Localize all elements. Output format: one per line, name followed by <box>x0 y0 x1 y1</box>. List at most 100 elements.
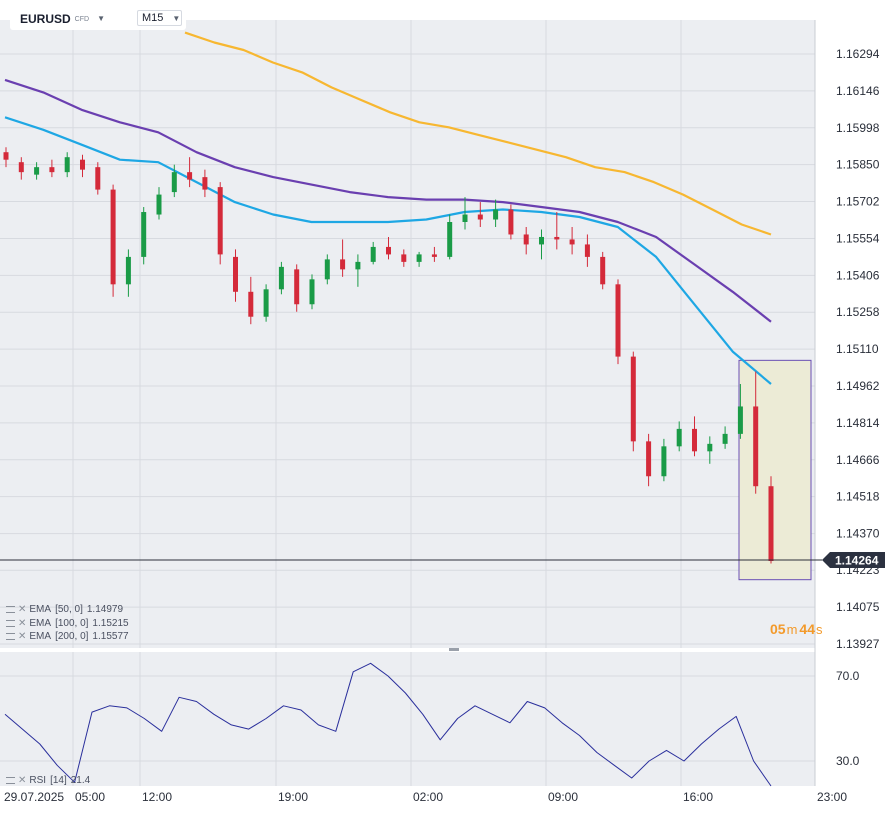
candle-body <box>278 266 284 290</box>
highlight-box[interactable] <box>738 359 812 581</box>
price-axis-label: 1.14075 <box>836 600 880 614</box>
candle-body <box>630 356 636 442</box>
candle-body <box>156 194 162 215</box>
candle-body <box>707 443 713 452</box>
rsi-plot-area[interactable] <box>0 652 815 786</box>
ema-50-legend: ✕ EMA [50, 0] 1.14979 <box>6 604 123 615</box>
candle-body <box>233 256 238 292</box>
candle-body <box>355 261 361 270</box>
price-axis-label: 1.14962 <box>836 379 880 393</box>
timeframe-select[interactable]: M15 ▼ <box>137 10 182 26</box>
timeframe-label: M15 <box>142 12 164 24</box>
candle-body <box>141 212 147 257</box>
time-axis-label: 23:00 <box>817 790 847 804</box>
time-axis-label: 05:00 <box>75 790 105 804</box>
candle-body <box>737 406 743 434</box>
price-axis-label: 1.16294 <box>836 47 880 61</box>
time-axis-label: 16:00 <box>683 790 713 804</box>
symbol-dropdown-icon[interactable]: ▼ <box>97 14 105 23</box>
axis-labels: 1.16294 1.16146 1.15998 1.15850 1.15702 1.155… <box>4 47 880 804</box>
timeframe-dropdown-icon[interactable]: ▼ <box>172 13 181 23</box>
close-icon[interactable]: ✕ <box>18 775 27 786</box>
symbol-toolbar: EURUSD CFD ▼ M15 ▼ <box>10 7 186 30</box>
settings-icon[interactable] <box>6 620 15 627</box>
time-axis-label: 02:00 <box>413 790 443 804</box>
candle-body <box>447 222 453 257</box>
ema-100-line <box>4 78 772 323</box>
close-icon[interactable]: ✕ <box>18 604 27 615</box>
settings-icon[interactable] <box>6 633 15 640</box>
candle-body <box>248 291 254 317</box>
ema-200-line <box>184 31 772 236</box>
candle-body <box>477 214 483 220</box>
candle-body <box>386 246 391 255</box>
price-axis-label: 1.14666 <box>836 453 880 467</box>
rsi-series-line <box>4 662 772 787</box>
candle-body <box>508 209 514 235</box>
price-axis-label: 1.15702 <box>836 195 880 209</box>
symbol-name[interactable]: EURUSD <box>20 11 71 26</box>
candle-body <box>370 246 376 262</box>
main-plot-area[interactable] <box>0 20 815 648</box>
ema-lines <box>4 31 772 385</box>
candle-body <box>324 259 330 280</box>
rsi-axis-label: 30.0 <box>836 754 860 768</box>
candle-body <box>64 157 70 173</box>
candle-body <box>462 214 468 223</box>
ema-50-line <box>4 116 772 385</box>
candle-body <box>49 167 55 173</box>
candle-body <box>18 162 24 173</box>
candle-body <box>187 172 193 180</box>
candle-body <box>692 428 697 452</box>
candle-body <box>523 234 529 245</box>
candle-body <box>217 187 223 255</box>
time-axis-label: 12:00 <box>142 790 172 804</box>
candles <box>3 147 774 564</box>
candle-body <box>768 486 774 561</box>
ema-200-legend: ✕ EMA [200, 0] 1.15577 <box>6 631 129 642</box>
price-tag-label: 1.14264 <box>835 553 879 567</box>
candle-body <box>3 152 9 160</box>
candle-body <box>416 254 422 262</box>
price-axis-label: 1.16146 <box>836 84 880 98</box>
rsi-axis-label: 70.0 <box>836 669 860 683</box>
price-axis-label: 1.13927 <box>836 637 880 651</box>
candle-body <box>110 189 116 285</box>
candle-body <box>263 289 269 317</box>
settings-icon[interactable] <box>6 777 15 784</box>
candle-body <box>615 284 621 357</box>
candle-body <box>294 269 300 305</box>
candle-body <box>569 239 575 245</box>
candle-body <box>539 236 544 245</box>
pane-resize-handle[interactable] <box>449 648 459 651</box>
candle-body <box>431 254 437 257</box>
candle-body <box>80 159 85 170</box>
price-axis-label: 1.15554 <box>836 231 880 245</box>
price-axis-label: 1.14518 <box>836 490 880 504</box>
candle-body <box>125 256 131 285</box>
symbol-tag: CFD <box>74 16 90 23</box>
current-price-tag: 1.14264 <box>822 551 885 568</box>
candle-countdown: 05m 44s <box>770 621 823 637</box>
close-icon[interactable]: ✕ <box>18 631 27 642</box>
candle-body <box>171 172 177 193</box>
time-axis-label: 29.07.2025 <box>4 790 64 804</box>
time-axis-label: 09:00 <box>548 790 578 804</box>
candle-body <box>600 256 606 285</box>
time-axis-label: 19:00 <box>278 790 308 804</box>
price-axis-label: 1.14370 <box>836 527 880 541</box>
candle-body <box>554 236 560 240</box>
candle-body <box>340 259 346 270</box>
settings-icon[interactable] <box>6 606 15 613</box>
candle-body <box>646 441 652 477</box>
close-icon[interactable]: ✕ <box>18 618 27 629</box>
candle-body <box>401 254 407 262</box>
candle-body <box>661 446 667 477</box>
candle-body <box>584 244 590 257</box>
candle-body <box>722 433 728 444</box>
rsi-legend: ✕ RSI [14] 21.4 <box>6 775 90 786</box>
ema-100-legend: ✕ EMA [100, 0] 1.15215 <box>6 618 129 629</box>
candle-body <box>202 177 208 190</box>
price-axis-label: 1.15998 <box>836 121 880 135</box>
